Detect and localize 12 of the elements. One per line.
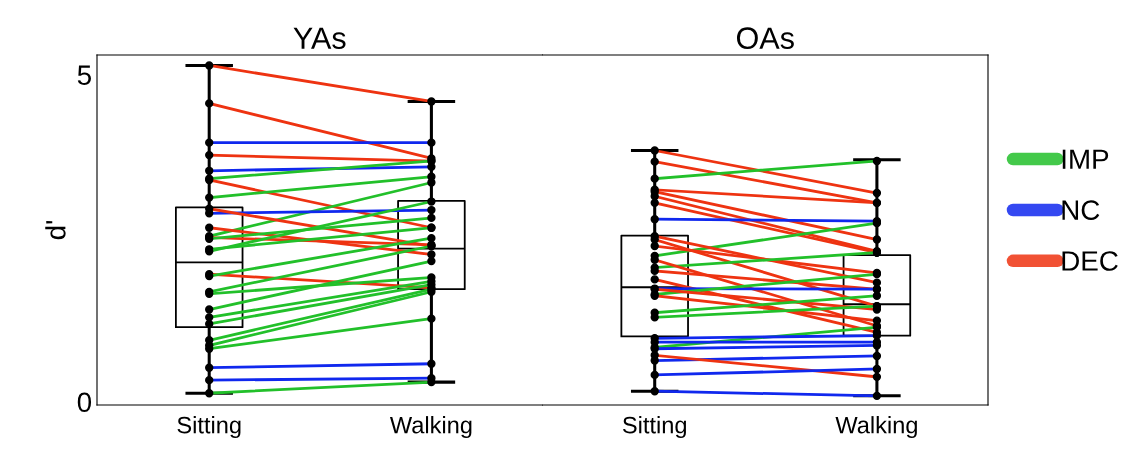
chart-title: YAs — [293, 27, 346, 49]
y-tick-label: 0 — [77, 392, 92, 413]
legend-label: NC — [1062, 200, 1100, 220]
chart-title: OAs — [736, 27, 794, 49]
legend-label: IMP — [1062, 149, 1109, 169]
y-axis-title: d' — [45, 221, 66, 240]
x-tick-label: Sitting — [622, 416, 686, 439]
x-tick-label: Walking — [835, 416, 917, 439]
x-tick-label: Walking — [389, 416, 472, 439]
y-tick-label: 5 — [77, 65, 91, 85]
legend-label: DEC — [1062, 251, 1118, 271]
x-tick-label: Sitting — [177, 416, 241, 439]
